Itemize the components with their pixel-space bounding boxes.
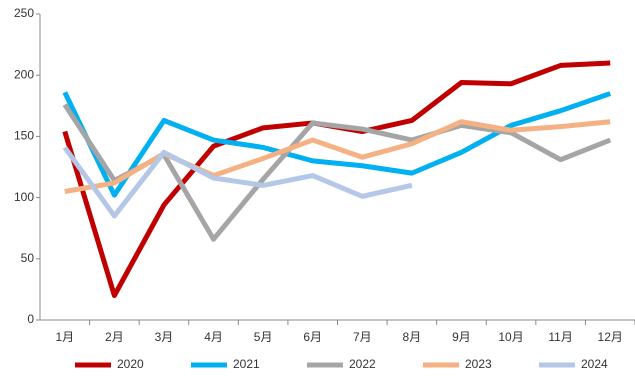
y-tick-label: 0 bbox=[27, 312, 34, 326]
x-tick-label: 4月 bbox=[204, 330, 223, 344]
y-tick-label: 100 bbox=[14, 190, 34, 204]
legend-label: 2024 bbox=[581, 357, 608, 371]
x-tick-label: 9月 bbox=[452, 330, 471, 344]
legend-label: 2022 bbox=[349, 357, 376, 371]
legend-label: 2021 bbox=[233, 357, 260, 371]
x-tick-label: 7月 bbox=[353, 330, 372, 344]
x-tick-label: 10月 bbox=[498, 330, 523, 344]
y-tick-label: 250 bbox=[14, 6, 34, 20]
x-tick-label: 3月 bbox=[155, 330, 174, 344]
x-tick-label: 11月 bbox=[548, 330, 572, 344]
x-tick-label: 12月 bbox=[598, 330, 623, 344]
legend-label: 2020 bbox=[117, 357, 144, 371]
series-line bbox=[62, 91, 612, 198]
y-tick-label: 50 bbox=[21, 251, 35, 265]
x-tick-label: 1月 bbox=[55, 330, 74, 344]
x-tick-label: 5月 bbox=[254, 330, 273, 344]
x-tick-label: 2月 bbox=[105, 330, 124, 344]
series-line bbox=[62, 60, 611, 299]
y-tick-label: 150 bbox=[14, 129, 34, 143]
legend-label: 2023 bbox=[465, 357, 492, 371]
y-tick-label: 200 bbox=[14, 67, 34, 81]
x-tick-label: 8月 bbox=[403, 330, 422, 344]
x-tick-label: 6月 bbox=[303, 330, 322, 344]
series-line bbox=[62, 145, 413, 219]
series-line bbox=[64, 119, 611, 194]
